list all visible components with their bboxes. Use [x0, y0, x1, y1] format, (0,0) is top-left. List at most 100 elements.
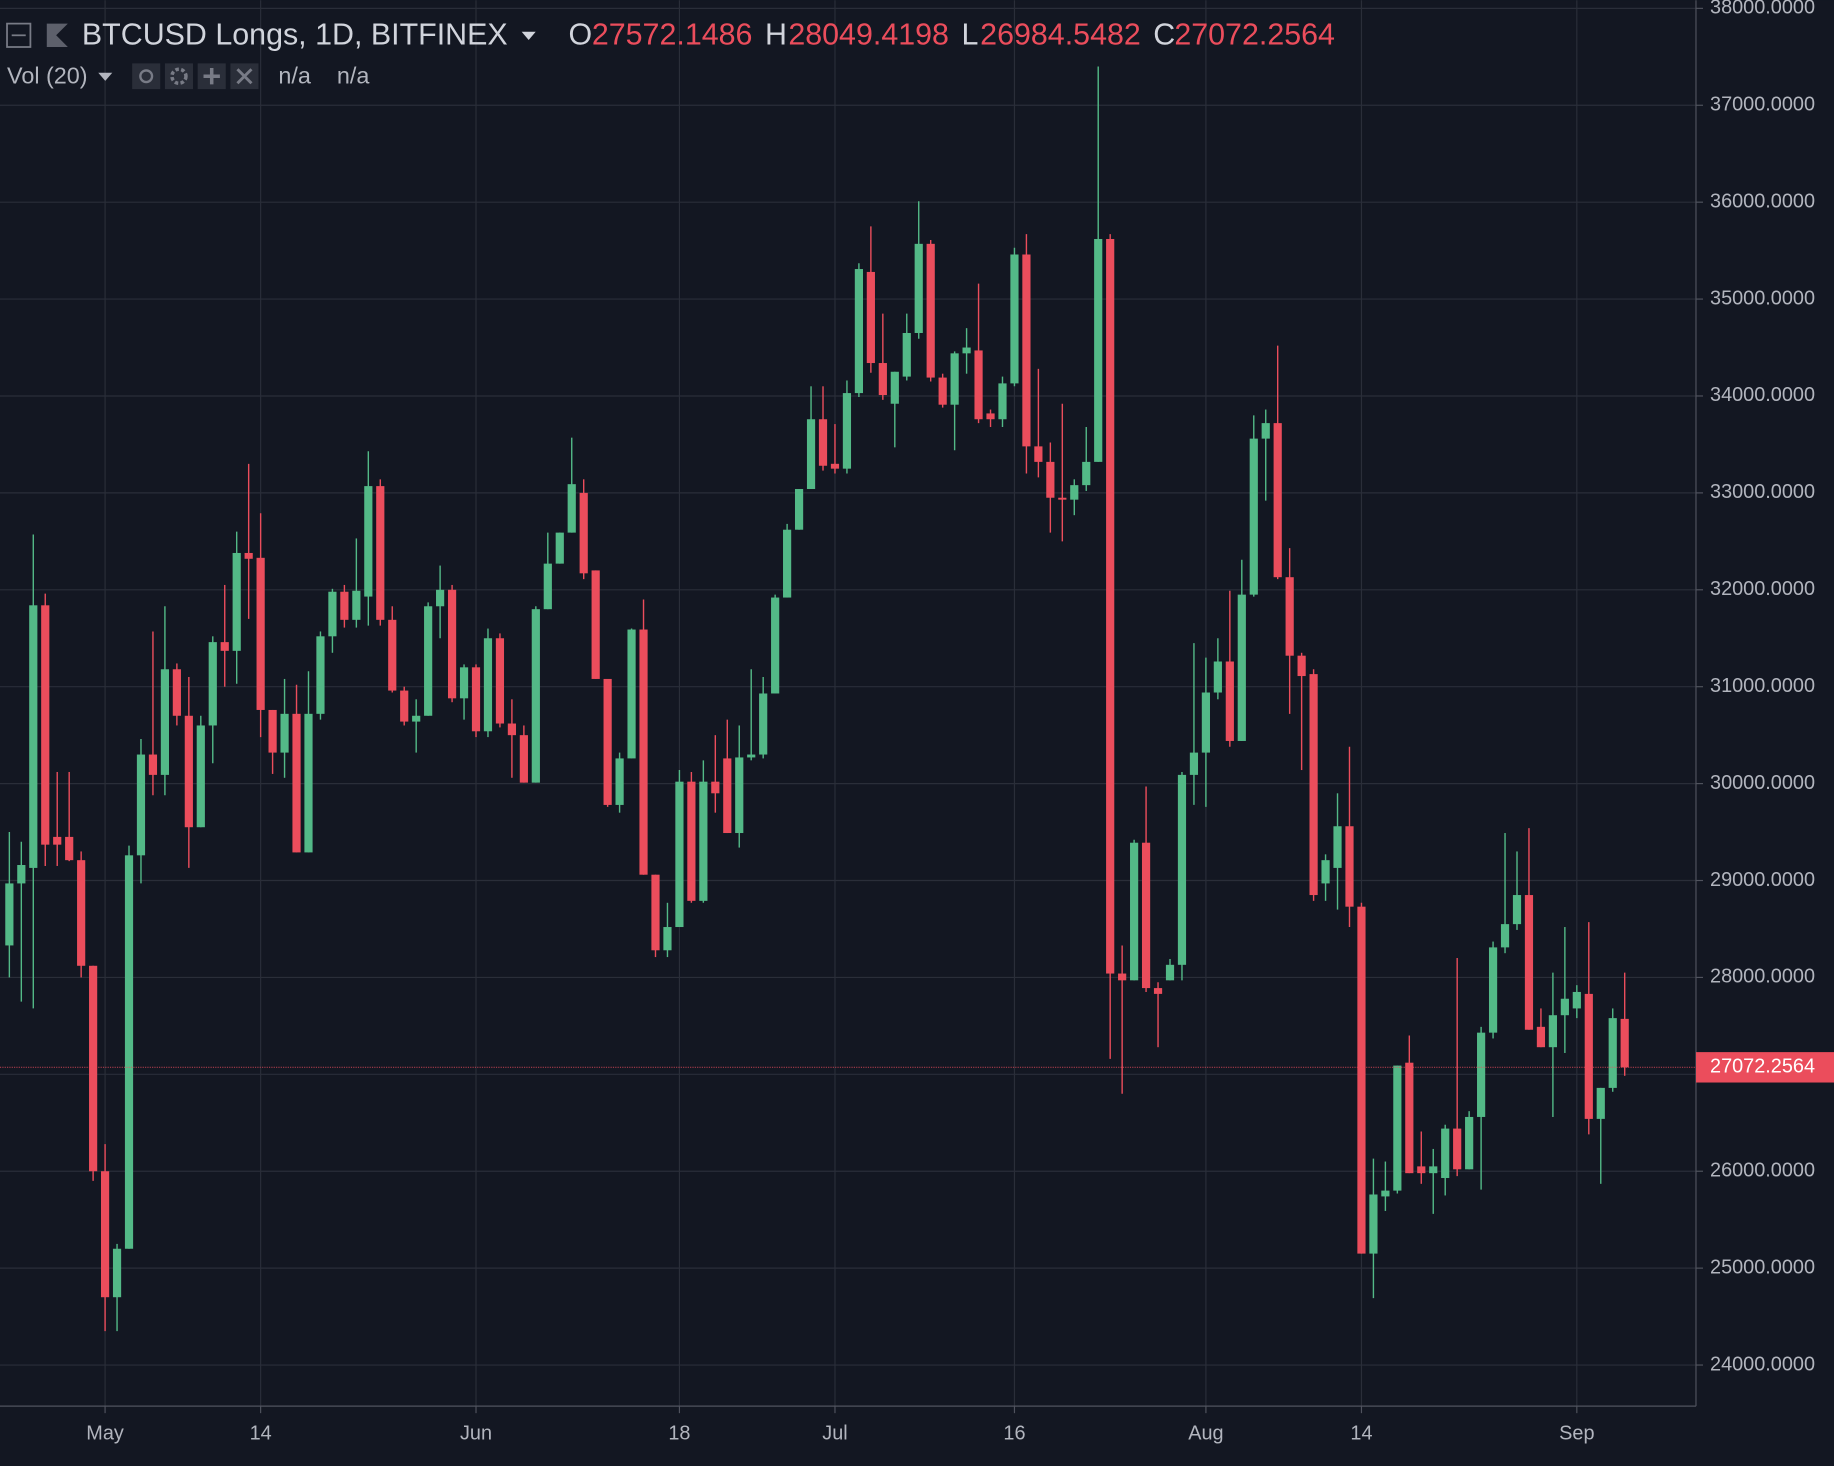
- candle-body: [591, 570, 600, 679]
- candle-body: [232, 552, 241, 651]
- candle-body: [424, 606, 433, 716]
- candle-body: [89, 965, 98, 1172]
- candle-body: [998, 383, 1007, 420]
- candle-body: [1094, 238, 1103, 462]
- candle-body: [531, 609, 540, 783]
- candle-body: [1620, 1018, 1629, 1068]
- candle-body: [1034, 446, 1043, 462]
- y-tick-label: 35000.0000: [1710, 287, 1815, 309]
- candle-body: [495, 638, 505, 724]
- legend-label: C: [1153, 18, 1175, 52]
- candle-body: [388, 619, 397, 691]
- candle-body: [735, 757, 744, 834]
- x-tick-label: 16: [1003, 1422, 1025, 1444]
- candle-body: [1465, 1116, 1474, 1170]
- candle-body: [1477, 1032, 1486, 1117]
- indicator-dropdown[interactable]: [98, 72, 113, 81]
- eye-icon[interactable]: [132, 63, 161, 90]
- eye-icon-glyph: [139, 69, 154, 84]
- candle-body: [1309, 674, 1318, 896]
- candle-body: [483, 638, 493, 732]
- legend-label: L: [961, 18, 978, 52]
- candle-body: [747, 754, 756, 758]
- candle-body: [1560, 998, 1569, 1016]
- candle-body: [830, 463, 840, 469]
- candle-body: [878, 363, 887, 396]
- candle-body: [100, 1171, 110, 1298]
- candle-body: [77, 860, 86, 966]
- candle-body: [1441, 1128, 1450, 1179]
- candle-body: [412, 715, 421, 722]
- candle-body: [711, 781, 720, 794]
- candle-body: [627, 629, 636, 759]
- candle-body: [1058, 497, 1067, 500]
- y-tick-label: 34000.0000: [1710, 384, 1815, 406]
- candle-body: [1070, 485, 1079, 500]
- candle-body: [1429, 1166, 1438, 1174]
- candle-body: [1082, 461, 1091, 486]
- x-tick-label: Aug: [1188, 1422, 1223, 1444]
- candle-body: [1022, 254, 1031, 447]
- candle-body: [1225, 661, 1234, 741]
- candle-body: [1249, 438, 1258, 595]
- candle-body: [447, 589, 457, 699]
- y-tick-label: 30000.0000: [1710, 772, 1815, 794]
- candle-body: [17, 865, 26, 884]
- candle-body: [519, 735, 528, 783]
- candle-body: [902, 332, 911, 377]
- y-tick-label: 31000.0000: [1710, 675, 1815, 697]
- candle-body: [950, 353, 959, 405]
- candle-body: [615, 758, 624, 805]
- collapse-icon[interactable]: [6, 22, 32, 48]
- candle-body: [172, 669, 181, 716]
- candle-body: [794, 489, 804, 530]
- candle-body: [5, 883, 14, 946]
- candle-body: [1189, 752, 1199, 775]
- candle-body: [926, 243, 935, 378]
- candle-body: [459, 667, 469, 699]
- candle-body: [854, 269, 863, 394]
- remove-icon-glyph: [236, 68, 253, 85]
- candle-body: [340, 591, 349, 620]
- candle-body: [1345, 826, 1354, 907]
- settings-icon[interactable]: [164, 63, 193, 90]
- x-tick-label: Sep: [1559, 1422, 1594, 1444]
- candle-body: [471, 667, 481, 732]
- candle-body: [1046, 461, 1055, 498]
- candle-body: [890, 371, 899, 404]
- legend-value: 27572.1486: [592, 18, 753, 52]
- candle-body: [1321, 860, 1330, 884]
- candle-body: [771, 597, 780, 694]
- candle-body: [962, 347, 971, 354]
- candle-body: [1106, 238, 1115, 974]
- y-tick-label: 37000.0000: [1710, 94, 1815, 116]
- candle-body: [986, 413, 995, 420]
- candle-body: [675, 781, 684, 928]
- candle-body: [184, 715, 193, 828]
- legend-label: O: [568, 18, 592, 52]
- candle-body: [65, 836, 74, 861]
- candle-body: [29, 605, 38, 868]
- symbol-dropdown[interactable]: [521, 31, 536, 40]
- candle-body: [699, 781, 708, 901]
- candle-body: [208, 642, 217, 726]
- candle-body: [1524, 895, 1534, 1030]
- y-tick-label: 26000.0000: [1710, 1159, 1815, 1181]
- candle-body: [1453, 1128, 1462, 1170]
- candle-body: [1608, 1018, 1617, 1088]
- candle-body: [124, 855, 134, 1249]
- add-icon-glyph: [203, 68, 220, 85]
- candle-body: [1500, 924, 1510, 948]
- candle-body: [1153, 988, 1163, 994]
- candle-body: [1010, 254, 1019, 384]
- candle-body: [1261, 423, 1270, 439]
- candle-body: [376, 486, 385, 620]
- flag-icon[interactable]: [46, 23, 68, 48]
- x-tick-label: May: [86, 1422, 124, 1444]
- candle-body: [1405, 1062, 1414, 1174]
- candle-body: [687, 781, 696, 901]
- candle-body: [1297, 655, 1306, 677]
- candle-body: [603, 678, 612, 805]
- candle-body: [639, 629, 648, 875]
